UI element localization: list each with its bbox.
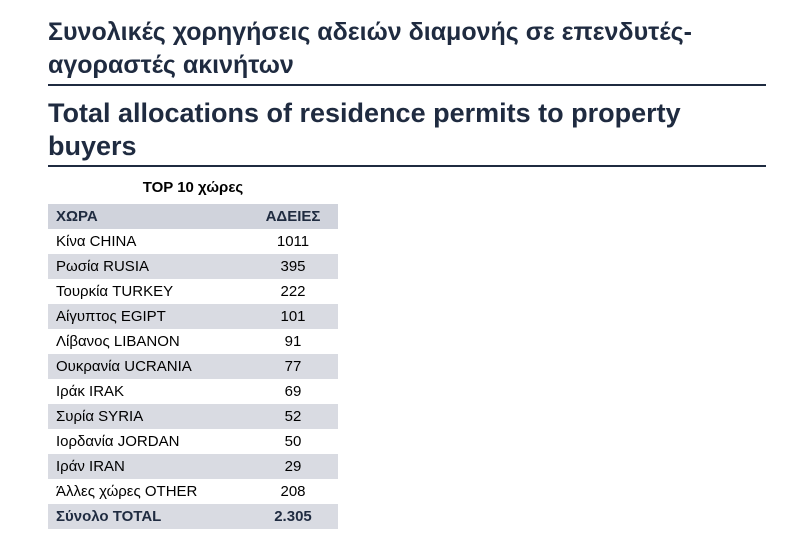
row-country: Ιράν IRAN (56, 458, 125, 475)
table-row: Ιράκ IRAK 69 (48, 379, 338, 404)
title-english: Total allocations of residence permits t… (48, 97, 766, 167)
table-row: Συρία SYRIA 52 (48, 404, 338, 429)
header-country: ΧΩΡΑ (56, 208, 98, 225)
row-country: Ουκρανία UCRANIA (56, 358, 192, 375)
table-row: Λίβανος LIBANON 91 (48, 329, 338, 354)
row-value: 29 (284, 458, 302, 475)
table-row: Αίγυπτος EGIPT 101 (48, 304, 338, 329)
total-value: 2.305 (274, 508, 312, 525)
row-country: Συρία SYRIA (56, 408, 144, 425)
table-row: Ιορδανία JORDAN 50 (48, 429, 338, 454)
title-greek: Συνολικές χορηγήσεις αδειών διαμονής σε … (48, 16, 766, 86)
table-row: Κίνα CHINA 1011 (48, 229, 338, 254)
row-value: 395 (280, 258, 306, 275)
table-row: Άλλες χώρες OTHER 208 (48, 479, 338, 504)
row-country: Ρωσία RUSIA (56, 258, 149, 275)
table-row: Ρωσία RUSIA 395 (48, 254, 338, 279)
table-row: Τουρκία TURKEY 222 (48, 279, 338, 304)
row-value: 222 (280, 283, 306, 300)
row-value: 91 (284, 333, 302, 350)
table-body: Κίνα CHINA 1011 Ρωσία RUSIA 395 Τουρκία TURK… (48, 229, 338, 504)
row-value: 77 (284, 358, 302, 375)
row-country: Λίβανος LIBANON (56, 333, 180, 350)
row-country: Αίγυπτος EGIPT (56, 308, 166, 325)
header-value: ΑΔΕΙΕΣ (265, 208, 321, 225)
row-country: Ιράκ IRAK (56, 383, 125, 400)
row-value: 208 (280, 483, 306, 500)
table-total-row: Σύνολο TOTAL 2.305 (48, 504, 338, 529)
permits-table: ΧΩΡΑ ΑΔΕΙΕΣ Κίνα CHINA 1011 Ρωσία RUSIA 395… (48, 204, 338, 529)
total-country: Σύνολο TOTAL (56, 508, 162, 525)
row-value: 69 (284, 383, 302, 400)
row-country: Ιορδανία JORDAN (56, 433, 180, 450)
row-value: 1011 (276, 233, 310, 250)
row-value: 50 (284, 433, 302, 450)
row-value: 101 (280, 308, 306, 325)
table-row: Ιράν IRAN 29 (48, 454, 338, 479)
row-value: 52 (284, 408, 302, 425)
table-title: TOP 10 χώρες (142, 179, 244, 196)
row-country: Άλλες χώρες OTHER (56, 483, 198, 500)
table-header-row: ΧΩΡΑ ΑΔΕΙΕΣ (48, 204, 338, 229)
row-country: Τουρκία TURKEY (56, 283, 174, 300)
row-country: Κίνα CHINA (56, 233, 137, 250)
table-row: Ουκρανία UCRANIA 77 (48, 354, 338, 379)
